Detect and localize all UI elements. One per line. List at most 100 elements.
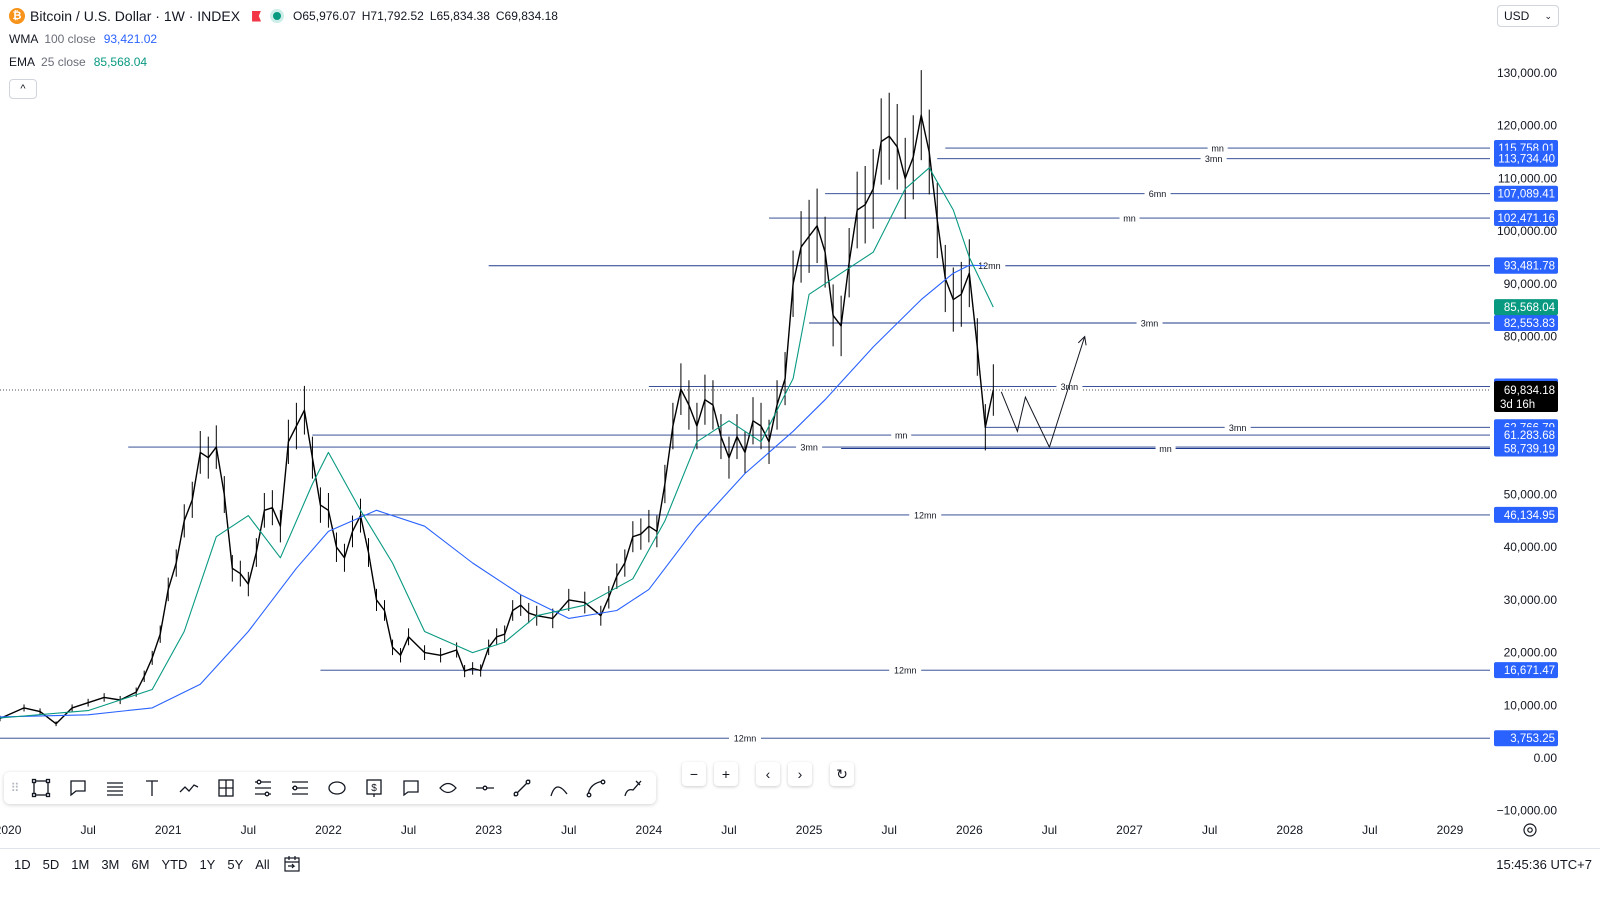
level-badge: [1494, 315, 1558, 332]
horizontal-line-tool-icon[interactable]: [466, 773, 503, 803]
y-tick-label: 90,000.00: [1504, 277, 1558, 291]
indicator-badge: [1494, 257, 1558, 274]
range-ytd[interactable]: YTD: [161, 857, 188, 872]
indicator-params: 100 close: [44, 32, 96, 46]
level-badge-label: 82,553.83: [1504, 318, 1555, 330]
comment-tool-icon[interactable]: [392, 773, 429, 803]
projection-arrowhead: [1077, 335, 1087, 346]
level-badge: [1494, 210, 1558, 227]
projection-path: [1000, 335, 1087, 449]
rectangle-tool-icon[interactable]: [22, 773, 59, 803]
x-tick-label: Jul: [1362, 823, 1377, 837]
price-label-tool-icon[interactable]: $: [355, 773, 392, 803]
indicator-value: 85,568.04: [93, 55, 148, 69]
level-tag: mn: [895, 431, 908, 441]
level-tag: 3mn: [800, 443, 818, 453]
ohlc-open: O65,976.07: [293, 9, 356, 23]
callout-tool-icon[interactable]: [59, 773, 96, 803]
flag-icon[interactable]: [252, 10, 262, 22]
bitcoin-logo-icon: ₿: [9, 8, 25, 24]
y-tick-label: 130,000.00: [1497, 66, 1557, 80]
x-tick-label: Jul: [721, 823, 736, 837]
level-tag-bg: [729, 732, 761, 744]
x-tick-label: Jul: [561, 823, 576, 837]
level-tag: 12mn: [734, 734, 757, 744]
range-all[interactable]: All: [255, 857, 270, 872]
level-badge: [1494, 150, 1558, 167]
range-1y[interactable]: 1Y: [199, 857, 216, 872]
indicator-value: 93,421.02: [103, 32, 158, 46]
indicator-lines: [0, 167, 994, 719]
y-tick-label: 20,000.00: [1504, 646, 1558, 660]
settings-gear-icon[interactable]: [1523, 823, 1537, 837]
indicator-badge: [1494, 299, 1558, 316]
range-selector: 1D 5D 1M 3M 6M YTD 1Y 5Y All: [8, 857, 276, 872]
parallel-channel-tool-icon[interactable]: [96, 773, 133, 803]
range-6m[interactable]: 6M: [131, 857, 150, 872]
level-tag: mn: [1159, 444, 1172, 454]
arc-tool-icon[interactable]: [577, 773, 614, 803]
range-1m[interactable]: 1M: [71, 857, 90, 872]
level-tag: 3mn: [1229, 423, 1247, 433]
gear-core: [1527, 827, 1533, 833]
scroll-right-button[interactable]: ›: [788, 762, 812, 786]
curve-tool-icon[interactable]: [540, 773, 577, 803]
level-tag-bg: [889, 664, 922, 676]
ellipse-tool-icon[interactable]: [318, 773, 355, 803]
currency-select[interactable]: USD ⌄: [1497, 5, 1559, 27]
symbol-title[interactable]: Bitcoin / U.S. Dollar · 1W · INDEX: [30, 8, 241, 24]
range-5d[interactable]: 5D: [42, 857, 60, 872]
calendar-goto-icon[interactable]: [282, 854, 302, 879]
level-tag-bg: [891, 429, 912, 441]
range-1d[interactable]: 1D: [14, 857, 31, 872]
level-tag-bg: [1224, 421, 1251, 433]
level-tag-bg: [909, 508, 942, 520]
current-price-label: 69,834.18: [1504, 385, 1555, 397]
scroll-left-button[interactable]: ‹: [756, 762, 780, 786]
zoom-out-button[interactable]: −: [682, 762, 706, 786]
level-badge-label: 46,134.95: [1504, 510, 1555, 522]
text-tool-icon[interactable]: [133, 773, 170, 803]
x-tick-label: 2027: [1116, 823, 1143, 837]
indicator-wma[interactable]: WMA 100 close 93,421.02: [9, 32, 157, 46]
trend-line-tool-icon[interactable]: [503, 773, 540, 803]
ema-line: [0, 167, 994, 719]
brush-tool-icon[interactable]: [614, 773, 651, 803]
level-badge-label: 16,671.47: [1504, 665, 1555, 677]
x-tick-label: Jul: [401, 823, 416, 837]
level-badge-label: 61,283.68: [1504, 430, 1555, 442]
y-tick-label: −10,000.00: [1497, 804, 1558, 818]
zoom-in-button[interactable]: +: [714, 762, 738, 786]
long-position-tool-icon[interactable]: [207, 773, 244, 803]
date-price-range-tool-icon[interactable]: [281, 773, 318, 803]
range-5y[interactable]: 5Y: [227, 857, 244, 872]
indicator-ema[interactable]: EMA 25 close 85,568.04: [9, 55, 147, 69]
collapse-legend-button[interactable]: ^: [9, 79, 37, 99]
level-badge: [1494, 427, 1558, 444]
reset-chart-button[interactable]: ↻: [830, 762, 854, 786]
ohlc-low: L65,834.38: [429, 9, 490, 23]
y-tick-label: 30,000.00: [1504, 593, 1558, 607]
indicator-name: WMA: [9, 32, 39, 46]
x-tick-label: 2020: [0, 823, 22, 837]
level-tag-bg: [973, 259, 1006, 271]
x-tick-label: Jul: [1042, 823, 1057, 837]
level-badge: [1494, 185, 1558, 202]
ohlc-close: C69,834.18: [495, 9, 558, 23]
range-3m[interactable]: 3M: [101, 857, 120, 872]
fib-tool-icon[interactable]: [244, 773, 281, 803]
cycle-tool-icon[interactable]: [429, 773, 466, 803]
level-tag-bg: [1119, 212, 1140, 224]
level-tag: mn: [1211, 144, 1224, 154]
level-badge: [1494, 730, 1558, 747]
drag-handle-icon[interactable]: ⠿: [10, 781, 20, 795]
path-tool-icon[interactable]: [170, 773, 207, 803]
level-tag-bg: [1144, 187, 1171, 199]
x-tick-label: 2021: [155, 823, 182, 837]
x-tick-label: 2029: [1437, 823, 1464, 837]
drawing-toolbar: ⠿ $: [4, 772, 656, 804]
y-tick-label: 110,000.00: [1498, 171, 1557, 185]
level-badge-label: 102,471.16: [1497, 213, 1555, 225]
